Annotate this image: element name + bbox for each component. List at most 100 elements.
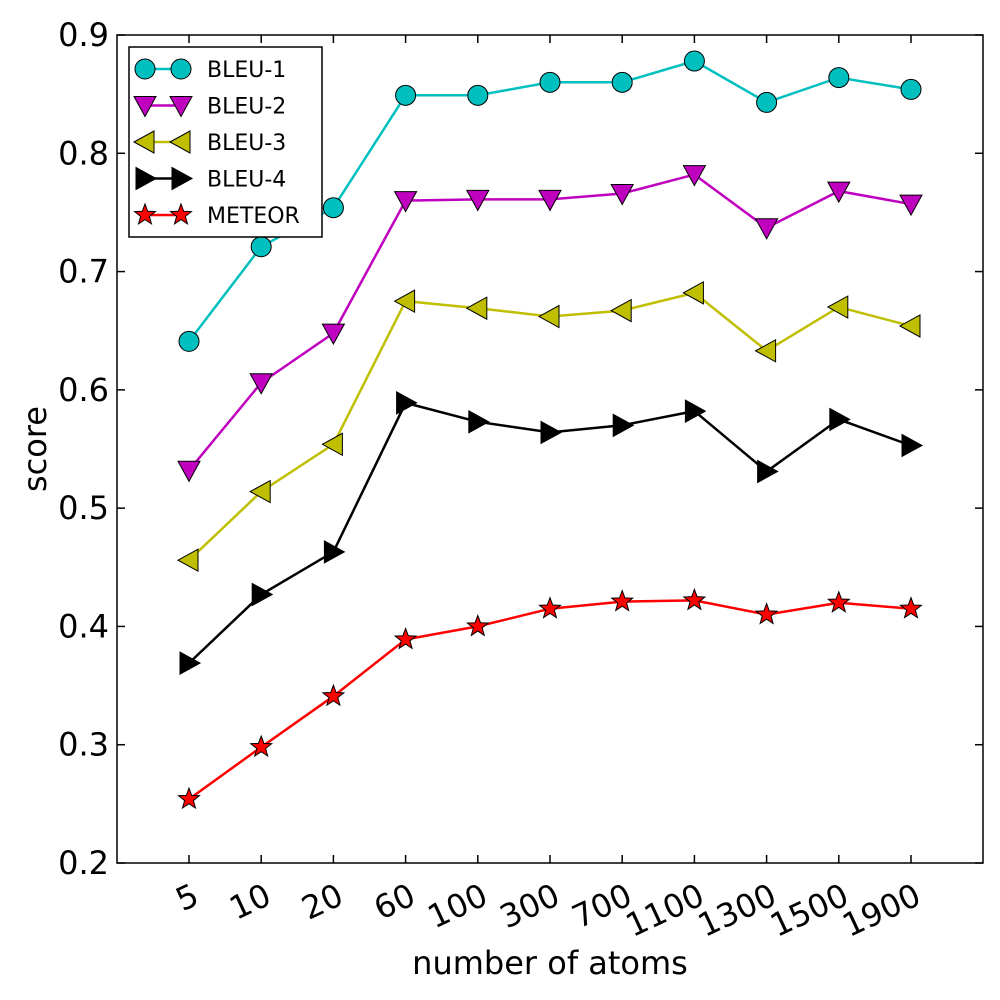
- x-tick-label: 100: [422, 876, 493, 936]
- data-point: [178, 330, 200, 352]
- data-point: [898, 314, 921, 338]
- data-point: [321, 323, 346, 346]
- x-tick-label: 10: [224, 876, 277, 928]
- data-point: [395, 84, 417, 106]
- data-point: [754, 602, 779, 625]
- legend-marker: [135, 166, 158, 191]
- series-bleu-2: [177, 165, 923, 483]
- series-meteor: [177, 587, 923, 810]
- data-point: [828, 67, 850, 89]
- data-point: [610, 589, 635, 612]
- y-tick-label: 0.7: [58, 253, 109, 291]
- series-bleu-3: [176, 281, 921, 573]
- data-point: [177, 786, 201, 810]
- data-point: [249, 734, 274, 758]
- legend-marker: [133, 202, 157, 226]
- data-point: [323, 540, 346, 564]
- y-tick-label: 0.5: [58, 489, 109, 527]
- y-tick-label: 0.2: [58, 844, 109, 882]
- data-point: [250, 236, 272, 258]
- data-point: [465, 296, 488, 321]
- x-tick-label: 1900: [837, 876, 927, 945]
- data-point: [179, 651, 202, 675]
- data-point: [899, 596, 923, 619]
- y-tick-label: 0.9: [58, 16, 109, 54]
- data-point: [538, 189, 562, 212]
- data-point: [396, 391, 418, 415]
- legend-label: BLEU-4: [207, 168, 286, 193]
- data-point: [829, 407, 851, 432]
- data-point: [537, 304, 560, 329]
- data-point: [683, 50, 705, 72]
- data-point: [612, 413, 635, 438]
- data-point: [465, 189, 490, 212]
- data-point: [465, 613, 490, 637]
- y-tick-label: 0.3: [58, 726, 109, 764]
- data-point: [901, 433, 924, 458]
- data-point: [899, 194, 923, 217]
- legend-item: BLEU-1: [134, 58, 286, 83]
- series-bleu-1: [178, 50, 922, 352]
- data-point: [393, 627, 418, 650]
- series-line: [188, 401, 912, 665]
- legend: BLEU-1 BLEU-2 BLEU-3 BLEU-4 METEOR: [128, 46, 323, 238]
- data-point: [900, 78, 922, 100]
- data-point: [610, 298, 632, 323]
- legend-item: METEOR: [133, 202, 300, 229]
- series-bleu-4: [179, 391, 924, 675]
- legend-marker: [169, 96, 193, 118]
- y-tick-label: 0.4: [58, 607, 109, 645]
- data-point: [176, 548, 199, 573]
- data-point: [393, 191, 418, 213]
- data-point: [249, 373, 274, 395]
- legend-marker: [132, 130, 155, 154]
- x-tick-label: 300: [494, 876, 565, 936]
- x-axis-label: number of atoms: [412, 944, 688, 982]
- data-point: [756, 91, 778, 113]
- legend-marker: [133, 96, 157, 118]
- data-point: [754, 338, 777, 363]
- data-point: [682, 165, 707, 187]
- data-point: [757, 459, 779, 484]
- legend-marker: [168, 130, 191, 154]
- series-line: [188, 599, 912, 801]
- legend-item: BLEU-3: [132, 130, 286, 156]
- data-point: [249, 479, 271, 504]
- data-point: [826, 590, 851, 613]
- y-tick-label: 0.8: [58, 134, 109, 172]
- data-point: [321, 432, 343, 457]
- data-point: [610, 184, 635, 206]
- x-tick-label: 20: [296, 876, 349, 928]
- y-axis-label: score: [16, 406, 54, 492]
- legend-marker: [170, 58, 192, 80]
- data-point: [177, 460, 201, 483]
- data-point: [538, 596, 562, 619]
- legend-label: BLEU-2: [207, 95, 286, 120]
- data-point: [682, 587, 707, 611]
- data-point: [468, 409, 490, 434]
- data-point: [321, 683, 346, 707]
- data-point: [754, 218, 779, 240]
- data-point: [682, 281, 704, 305]
- data-point: [826, 295, 849, 319]
- data-point: [684, 399, 707, 423]
- legend-marker: [169, 202, 193, 226]
- data-point: [540, 420, 563, 445]
- data-point: [539, 71, 561, 93]
- data-point: [826, 181, 851, 204]
- legend-label: METEOR: [207, 204, 300, 229]
- legend-item: BLEU-4: [135, 166, 286, 193]
- data-point: [467, 84, 489, 106]
- data-point: [251, 582, 274, 607]
- legend-marker: [134, 58, 156, 80]
- legend-marker: [171, 166, 194, 191]
- data-point: [393, 289, 416, 313]
- legend-label: BLEU-1: [207, 58, 286, 83]
- y-tick-label: 0.6: [58, 371, 109, 409]
- legend-item: BLEU-2: [133, 95, 286, 120]
- data-point: [611, 71, 633, 93]
- x-tick-label: 5: [170, 876, 205, 919]
- data-point: [322, 197, 344, 219]
- x-tick-label: 60: [368, 876, 421, 928]
